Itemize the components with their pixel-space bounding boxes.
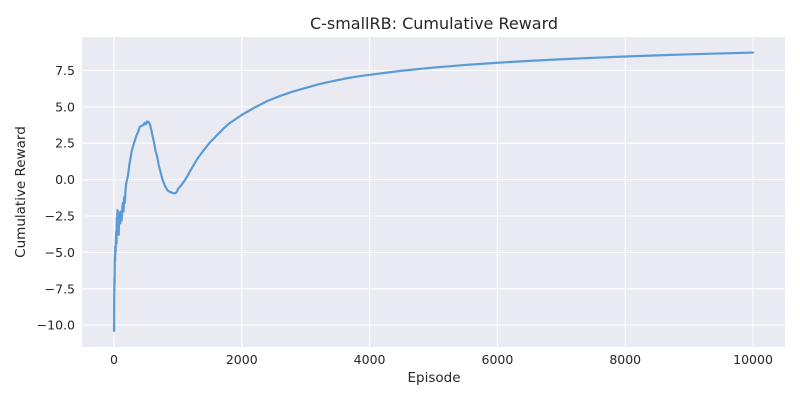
y-tick-label: 2.5 — [55, 136, 75, 151]
y-axis-title: Cumulative Reward — [13, 126, 29, 258]
y-tick-label: −7.5 — [45, 281, 75, 296]
x-tick-label: 10000 — [733, 352, 773, 367]
series-line — [112, 51, 755, 333]
y-tick-label: −2.5 — [45, 209, 75, 224]
x-tick-label: 2000 — [226, 352, 258, 367]
y-tick-label: 0.0 — [55, 172, 75, 187]
x-tick-label: 6000 — [482, 352, 514, 367]
y-tick-label: 5.0 — [55, 99, 75, 114]
y-tick-label: 7.5 — [55, 63, 75, 78]
chart-title: C-smallRB: Cumulative Reward — [310, 14, 558, 33]
x-axis-title: Episode — [407, 370, 460, 386]
grid — [82, 37, 785, 347]
y-tick-label: −5.0 — [45, 245, 75, 260]
plot-area — [82, 37, 785, 347]
x-tick-label: 8000 — [609, 352, 641, 367]
y-axis: −10.0 −7.5 −5.0 −2.5 0.0 2.5 5.0 7.5 — [37, 63, 75, 333]
x-tick-label: 0 — [110, 352, 118, 367]
plot-series — [112, 51, 755, 333]
x-axis: 0 2000 4000 6000 8000 10000 — [110, 352, 773, 367]
x-tick-label: 4000 — [354, 352, 386, 367]
y-tick-label: −10.0 — [37, 318, 75, 333]
